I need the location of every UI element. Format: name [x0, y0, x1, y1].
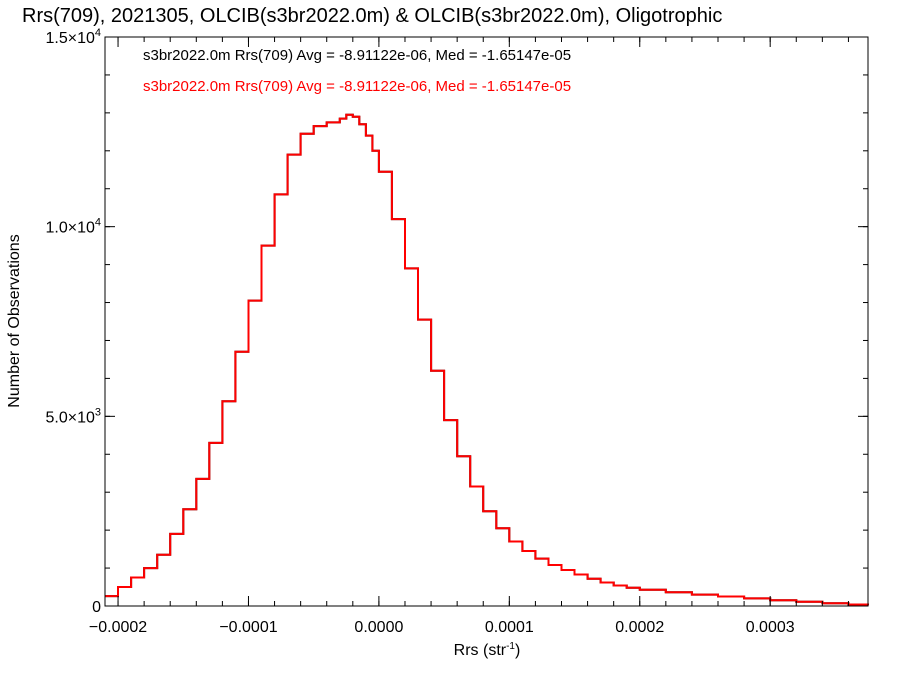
x-tick-label: 0.0001 — [485, 619, 534, 636]
x-axis-label-sup: -1 — [506, 641, 515, 652]
y-tick-label: 1.5×104 — [45, 27, 101, 47]
y-tick-label: 1.0×104 — [45, 217, 101, 237]
series-line-1 — [105, 113, 869, 606]
x-axis-label-main: Rrs (str — [454, 642, 507, 659]
x-axis: −0.0002 −0.0001 0.0000 0.0001 0.0002 0.0003 — [89, 37, 849, 636]
y-tick-label: 5.0×103 — [45, 406, 101, 426]
annotation-black: s3br2022.0m Rrs(709) Avg = -8.91122e-06,… — [143, 47, 571, 64]
y-tick-label: 0 — [92, 599, 101, 616]
plot-frame — [104, 36, 869, 607]
x-tick-label: 0.0002 — [615, 619, 664, 636]
series-layer — [105, 113, 869, 606]
x-tick-label: 0.0000 — [354, 619, 403, 636]
y-axis: 0 5.0×103 1.0×104 1.5×104 — [45, 27, 868, 616]
y-axis-label: Number of Observations — [6, 234, 23, 407]
x-axis-label-end: ) — [515, 642, 520, 659]
chart-title: Rrs(709), 2021305, OLCIB(s3br2022.0m) & … — [22, 5, 722, 27]
x-tick-label: −0.0001 — [219, 619, 277, 636]
x-axis-label: Rrs (str-1) — [454, 641, 521, 659]
annotation-red: s3br2022.0m Rrs(709) Avg = -8.91122e-06,… — [143, 78, 571, 95]
x-tick-label: 0.0003 — [746, 619, 795, 636]
x-tick-label: −0.0002 — [89, 619, 147, 636]
